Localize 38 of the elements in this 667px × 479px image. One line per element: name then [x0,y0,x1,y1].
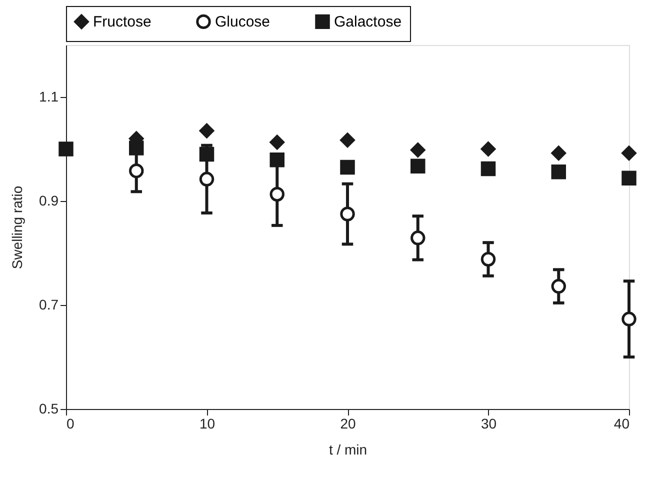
point [551,146,566,161]
point [480,161,496,176]
point [340,206,355,222]
x-tick-label: 30 [480,416,497,432]
x-tick-label: 10 [199,416,216,432]
legend-label: Glucose [215,14,270,31]
point [129,163,144,178]
point [551,164,566,180]
y-tick-label: 0.7 [39,296,59,312]
x-tick-label: 0 [66,416,74,432]
point [622,312,636,326]
y-axis-title: Swelling ratio [9,186,26,270]
point [270,134,284,150]
point [199,123,214,138]
point [58,142,74,156]
x-tick-label: 20 [340,416,356,432]
y-tick-label: 1.1 [39,88,59,104]
point [551,278,566,294]
legend-label: Galactose [334,14,402,31]
point [340,160,355,175]
point [410,158,426,174]
x-axis-title: t / min [328,442,368,458]
point [410,142,426,158]
point [410,230,426,246]
point [199,146,214,162]
point [622,146,636,161]
y-tick-label: 0.5 [39,400,59,416]
x-tick-label: 40 [614,416,630,432]
point [270,186,284,202]
point [622,170,636,186]
point [340,132,355,148]
point [270,152,284,168]
legend-label: Fructose [93,14,152,31]
point [199,172,214,187]
y-tick-label: 0.9 [39,192,59,208]
point [480,252,496,267]
point [480,142,496,156]
point [129,140,144,156]
